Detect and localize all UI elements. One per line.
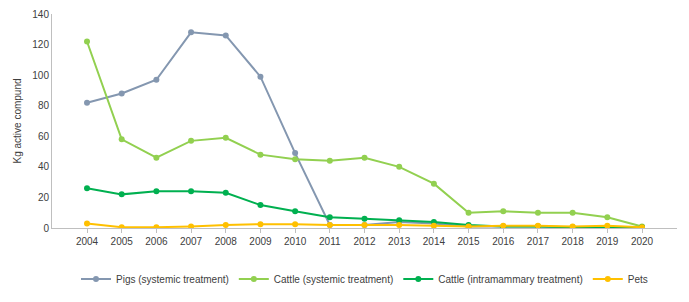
svg-text:0: 0	[43, 223, 49, 234]
svg-text:2013: 2013	[388, 236, 411, 247]
svg-text:2010: 2010	[284, 236, 307, 247]
svg-text:20: 20	[38, 192, 50, 203]
svg-text:Cattle (systemic treatment): Cattle (systemic treatment)	[274, 274, 393, 285]
svg-text:2019: 2019	[596, 236, 619, 247]
svg-text:2011: 2011	[319, 236, 341, 247]
svg-text:2009: 2009	[249, 236, 272, 247]
svg-text:2015: 2015	[457, 236, 480, 247]
svg-text:2014: 2014	[423, 236, 446, 247]
svg-text:2004: 2004	[76, 236, 99, 247]
svg-text:120: 120	[32, 39, 49, 50]
svg-text:Cattle (intramammary treatment: Cattle (intramammary treatment)	[438, 274, 582, 285]
svg-text:2018: 2018	[562, 236, 585, 247]
svg-text:2017: 2017	[527, 236, 550, 247]
svg-text:2008: 2008	[215, 236, 238, 247]
svg-text:2007: 2007	[180, 236, 203, 247]
svg-text:2006: 2006	[145, 236, 168, 247]
svg-text:Pets: Pets	[628, 274, 648, 285]
svg-text:2016: 2016	[492, 236, 515, 247]
svg-text:60: 60	[38, 131, 50, 142]
svg-text:Kg active compund: Kg active compund	[12, 78, 23, 163]
svg-text:Pigs (systemic treatment): Pigs (systemic treatment)	[116, 274, 229, 285]
svg-text:2020: 2020	[631, 236, 654, 247]
svg-text:2005: 2005	[111, 236, 134, 247]
svg-text:140: 140	[32, 9, 49, 20]
svg-text:80: 80	[38, 100, 50, 111]
svg-text:100: 100	[32, 70, 49, 81]
svg-text:40: 40	[38, 161, 50, 172]
svg-text:2012: 2012	[353, 236, 376, 247]
